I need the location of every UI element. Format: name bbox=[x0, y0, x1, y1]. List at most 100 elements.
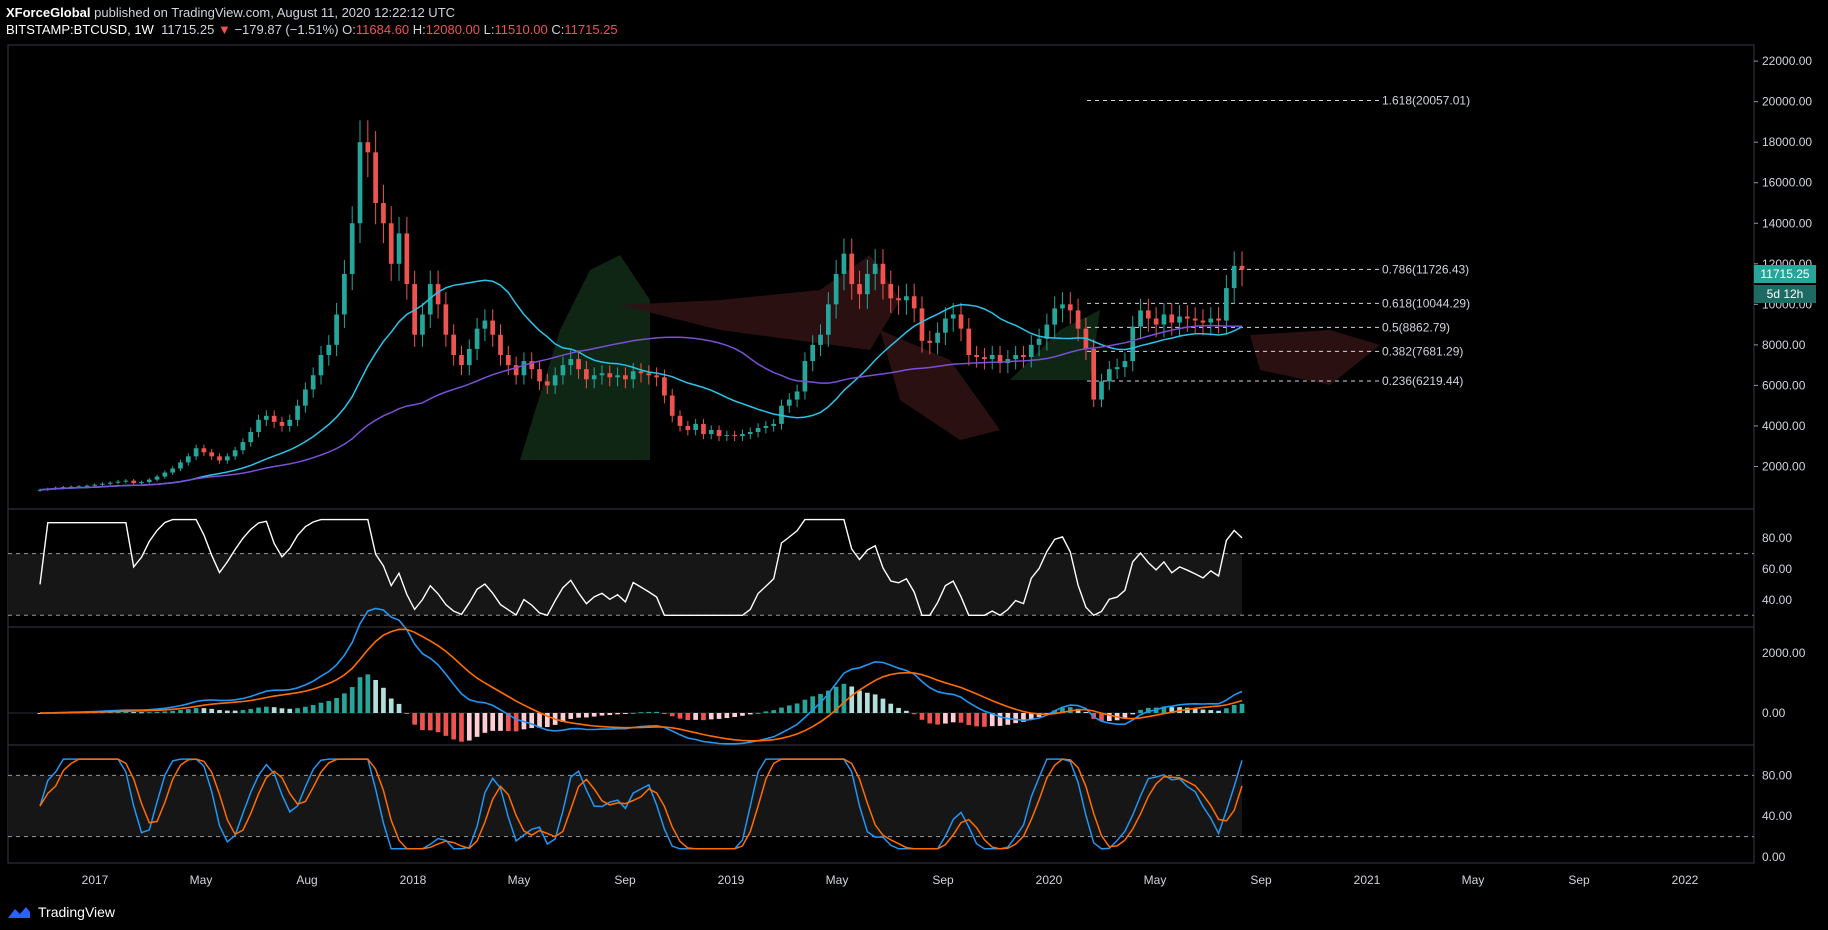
stoch-tick-label-2: 80.00 bbox=[1762, 768, 1792, 782]
macd-histogram-bar bbox=[786, 705, 792, 713]
macd-histogram-bar bbox=[1231, 704, 1237, 713]
macd-histogram-bar bbox=[287, 708, 293, 713]
time-tick-label-6: 2019 bbox=[718, 873, 745, 887]
macd-histogram-bar bbox=[544, 713, 550, 728]
candle-body bbox=[303, 389, 308, 406]
macd-histogram-bar bbox=[388, 698, 394, 713]
candle-body bbox=[287, 419, 293, 426]
last-price-tag-text: 11715.25 bbox=[1760, 267, 1809, 281]
candle-body bbox=[763, 425, 769, 428]
candle-body bbox=[989, 355, 995, 360]
macd-histogram-bar bbox=[615, 713, 620, 715]
macd-histogram-bar bbox=[224, 710, 230, 713]
macd-histogram-bar bbox=[904, 710, 909, 713]
macd-histogram-bar bbox=[771, 710, 777, 713]
candle-body bbox=[1138, 310, 1143, 327]
rsi-tick-label-1: 60.00 bbox=[1762, 562, 1792, 576]
candle-body bbox=[61, 487, 66, 489]
macd-histogram-bar bbox=[701, 713, 706, 721]
candle-body bbox=[1106, 369, 1112, 382]
time-tick-label-1: May bbox=[190, 873, 213, 887]
stoch-d-line bbox=[39, 758, 1243, 850]
candle-body bbox=[599, 373, 605, 376]
candle-body bbox=[193, 448, 199, 457]
macd-histogram-bar bbox=[646, 711, 652, 713]
candle-body bbox=[802, 361, 808, 392]
macd-histogram-bar bbox=[779, 707, 784, 713]
time-tick-label-4: May bbox=[508, 873, 531, 887]
candle-body bbox=[927, 340, 933, 343]
candle-body bbox=[1224, 288, 1229, 321]
macd-histogram-bar bbox=[529, 713, 535, 729]
candle-body bbox=[1177, 316, 1182, 323]
candle-body bbox=[747, 432, 753, 435]
time-tick-label-14: Sep bbox=[1568, 873, 1590, 887]
time-tick-label-7: May bbox=[826, 873, 849, 887]
publisher-name[interactable]: XForceGlobal bbox=[6, 5, 91, 20]
macd-signal-line bbox=[40, 628, 1243, 742]
rsi-band-fill bbox=[8, 553, 1242, 616]
candle-body bbox=[381, 203, 386, 224]
candle-body bbox=[224, 456, 230, 461]
macd-histogram-bar bbox=[1060, 707, 1065, 713]
fib-label-1: 0.786(11726.43) bbox=[1382, 262, 1469, 276]
candle-body bbox=[349, 223, 355, 274]
candle-body bbox=[240, 442, 246, 451]
candle-body bbox=[615, 375, 620, 378]
candle-body bbox=[1052, 308, 1058, 325]
candle-body bbox=[716, 429, 722, 437]
candle-body bbox=[373, 152, 378, 203]
symbol-label[interactable]: BITSTAMP:BTCUSD, 1W bbox=[6, 22, 154, 37]
candle-body bbox=[1091, 348, 1097, 400]
candle-body bbox=[607, 373, 613, 378]
candle-body bbox=[997, 355, 1003, 364]
open-value: 11684.60 bbox=[355, 22, 410, 37]
candle-body bbox=[466, 348, 472, 366]
price-change: −179.87 (−1.51%) bbox=[234, 22, 339, 37]
cloud-red-future bbox=[1250, 330, 1380, 385]
macd-histogram-bar bbox=[264, 706, 269, 713]
candle-body bbox=[1036, 338, 1042, 345]
macd-histogram-bar bbox=[178, 710, 183, 713]
time-tick-label-5: Sep bbox=[614, 873, 636, 887]
candle-body bbox=[178, 462, 183, 469]
candle-body bbox=[810, 344, 816, 362]
macd-histogram-bar bbox=[271, 707, 277, 713]
rsi-line bbox=[39, 518, 1243, 617]
candle-body bbox=[1130, 326, 1136, 362]
macd-histogram-bar bbox=[170, 710, 176, 713]
candle-body bbox=[232, 450, 238, 457]
macd-histogram-bar bbox=[381, 687, 386, 713]
publish-line: XForceGlobal published on TradingView.co… bbox=[6, 4, 618, 21]
time-tick-label-9: 2020 bbox=[1036, 873, 1063, 887]
macd-histogram-bar bbox=[1122, 713, 1128, 719]
macd-histogram-bar bbox=[1169, 707, 1175, 713]
macd-histogram-bar bbox=[295, 708, 300, 713]
macd-histogram-bar bbox=[591, 713, 597, 717]
macd-histogram-bar bbox=[607, 713, 613, 716]
macd-histogram-bar bbox=[193, 708, 199, 713]
open-label: O: bbox=[342, 22, 356, 37]
macd-histogram-bar bbox=[724, 713, 730, 719]
macd-histogram-bar bbox=[318, 702, 324, 713]
tradingview-footer[interactable]: TradingView bbox=[6, 904, 115, 920]
candle-body bbox=[295, 405, 300, 420]
countdown-tag-text: 5d 12h bbox=[1767, 287, 1804, 301]
countdown-tag bbox=[1754, 285, 1816, 303]
macd-histogram-bar bbox=[1138, 709, 1143, 713]
candle-body bbox=[131, 480, 137, 484]
macd-histogram-bar bbox=[1130, 713, 1136, 715]
candle-body bbox=[264, 415, 269, 420]
candle-body bbox=[1216, 318, 1221, 321]
candle-body bbox=[825, 304, 831, 335]
candle-body bbox=[646, 373, 652, 376]
macd-histogram-bar bbox=[966, 713, 972, 726]
macd-histogram-bar bbox=[599, 713, 605, 716]
macd-histogram-bar bbox=[919, 713, 925, 720]
macd-histogram-bar bbox=[693, 713, 698, 720]
macd-histogram-bar bbox=[1192, 708, 1198, 713]
candle-body bbox=[623, 375, 628, 380]
macd-histogram-bar bbox=[584, 713, 589, 718]
moving-averages bbox=[39, 279, 1243, 491]
